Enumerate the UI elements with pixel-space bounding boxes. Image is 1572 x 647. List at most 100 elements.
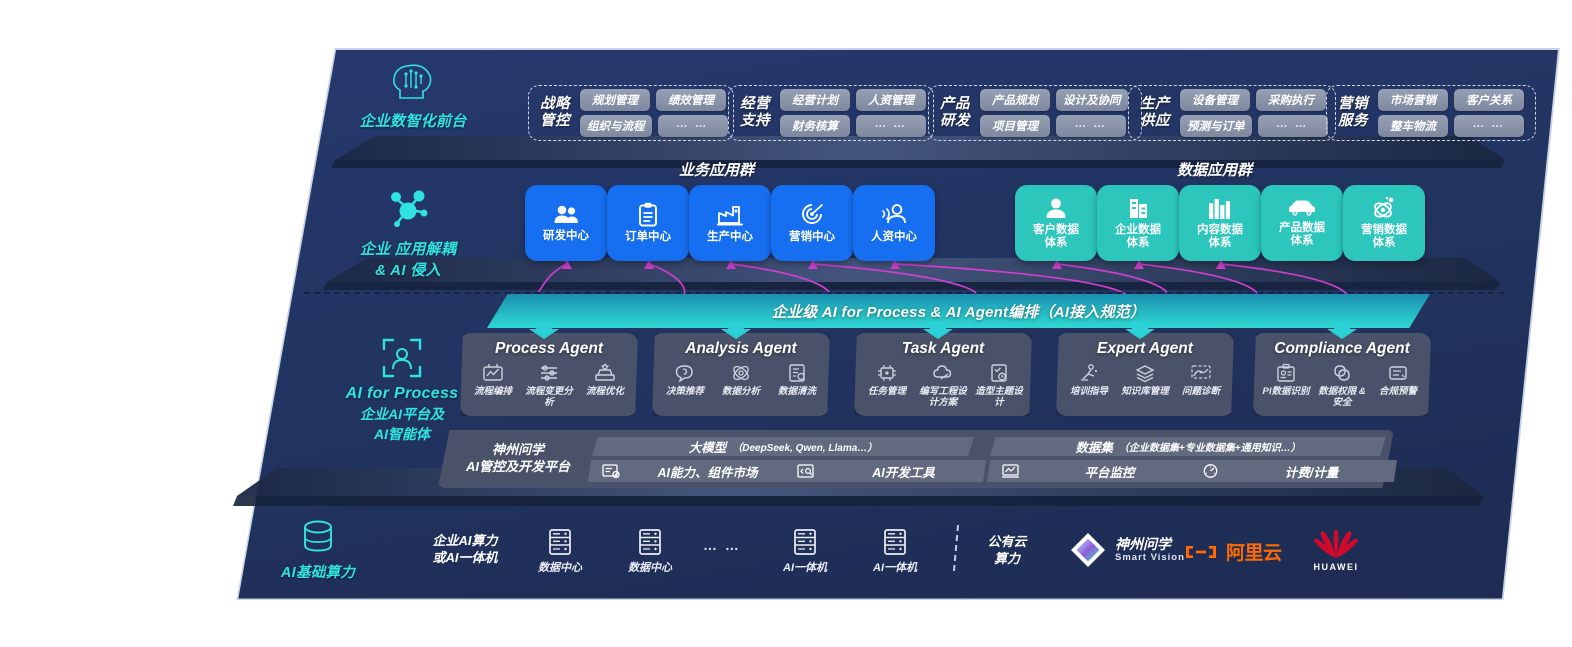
agent-feature[interactable]: 任务管理 [859, 363, 915, 397]
domain-chip[interactable]: 市场营销 [1378, 89, 1448, 111]
app-card-label: 人资中心 [871, 230, 917, 243]
ai-orchestration-band[interactable]: 企业级 AI for Process & AI Agent编排（AI接入规范） [487, 294, 1430, 328]
app-card-order-center[interactable]: 订单中心 [607, 185, 689, 261]
compute-node-dc-2[interactable]: 数据中心 [617, 528, 683, 575]
ai-market-label: AI能力、组件市场 [657, 465, 758, 480]
compute-node-ai-2[interactable]: AI一体机 [862, 528, 928, 575]
rail-label: AI for Process [345, 385, 459, 402]
rail-sublabel: & AI 侵入 [375, 262, 441, 279]
data-card-customer[interactable]: 客户数据 体系 [1015, 185, 1097, 261]
domain-chip[interactable]: 财务核算 [780, 115, 850, 137]
domain-chip[interactable]: 预测与订单 [1180, 115, 1252, 137]
layer-separator-1 [331, 136, 1505, 168]
ai-orchestration-label: 企业级 AI for Process & AI Agent编排（AI接入规范） [771, 303, 1146, 321]
domain-chip-more[interactable]: … … [856, 115, 926, 137]
domain-chip[interactable]: 整车物流 [1378, 115, 1448, 137]
person-wave-icon [882, 203, 906, 223]
agent-card-task[interactable]: Task Agent 任务管理 编写工程设计方案 [854, 333, 1032, 416]
platform-llm-bar[interactable]: 大模型 （DeepSeek, Qwen, Llama…） [592, 437, 974, 456]
agent-feature[interactable]: 问题诊断 [1173, 363, 1229, 397]
domain-chip[interactable]: 设计及协同 [1056, 89, 1128, 111]
domain-chip[interactable]: 经营计划 [780, 89, 850, 111]
domain-chip[interactable]: 采购执行 [1256, 89, 1326, 111]
agent-title: Task Agent [901, 340, 985, 357]
platform-devtool-bar[interactable]: AI开发工具 [782, 460, 986, 482]
agent-feature[interactable]: 数据分析 [713, 363, 769, 397]
data-card-label: 产品数据 体系 [1279, 222, 1325, 247]
agent-feature[interactable]: 培训指导 [1061, 363, 1117, 397]
data-card-product[interactable]: 产品数据 体系 [1261, 185, 1343, 261]
app-card-label: 订单中心 [625, 231, 671, 243]
domain-group-name: 营销 服务 [1338, 96, 1368, 129]
domain-group-operations[interactable]: 经营 支持 经营计划 人资管理 财务核算 … … [728, 85, 934, 141]
domain-chip[interactable]: 项目管理 [980, 115, 1050, 137]
vendor-huawei[interactable]: HUAWEI [1310, 528, 1362, 572]
vendor-alibaba-cloud[interactable]: 阿里云 [1183, 538, 1282, 565]
agent-feature[interactable]: 数据权限 & 安全 [1314, 363, 1370, 408]
domain-chip[interactable]: 客户关系 [1454, 89, 1524, 111]
agent-feature[interactable]: 决策推荐 [657, 363, 713, 397]
agent-feature[interactable]: 合规预警 [1370, 363, 1426, 397]
domain-chip[interactable]: 产品规划 [980, 89, 1050, 111]
compute-node-dc-1[interactable]: 数据中心 [527, 528, 593, 575]
compute-node-ai-1[interactable]: AI一体机 [772, 528, 838, 575]
app-card-hr-center[interactable]: 人资中心 [853, 185, 935, 261]
platform-ai-market-bar[interactable]: AI能力、组件市场 [588, 460, 788, 482]
monitor-label: 平台监控 [1084, 465, 1135, 480]
smartvision-logo [1071, 533, 1105, 567]
app-card-production-center[interactable]: 生产中心 [689, 185, 771, 261]
domain-chip-more[interactable]: … … [1257, 115, 1328, 137]
domain-chip-more[interactable]: … … [1056, 115, 1126, 137]
domain-chip[interactable]: 绩效管理 [656, 89, 726, 111]
app-card-rd-center[interactable]: 研发中心 [525, 185, 607, 261]
agent-feature[interactable]: 流程优化 [577, 363, 633, 397]
cloud-pen-icon [933, 365, 952, 380]
platform-dataset-bar[interactable]: 数据集 （企业数据集+专业数据集+通用知识…） [990, 437, 1386, 456]
agent-feature[interactable]: 编写工程设计方案 [915, 363, 971, 408]
domain-chip-more[interactable]: … … [1454, 115, 1524, 137]
alert-doc-icon [1389, 366, 1407, 380]
gear-stack-icon [595, 363, 615, 381]
domain-group-production-supply[interactable]: 生产 供应 设备管理 采购执行 预测与订单 … … [1128, 85, 1336, 141]
domain-chip[interactable]: 人资管理 [856, 89, 926, 111]
domain-chip[interactable]: 设备管理 [1180, 89, 1250, 111]
agent-card-process[interactable]: Process Agent 流程编排 流程变更分析 [460, 333, 638, 416]
data-card-enterprise[interactable]: 企业数据 体系 [1097, 185, 1179, 261]
rail-label: AI基础算力 [280, 565, 356, 581]
domain-group-strategy[interactable]: 战略 管控 规划管理 绩效管理 组织与流程 … … [528, 85, 734, 141]
agent-feature[interactable]: 流程变更分析 [521, 363, 577, 408]
data-card-label: 客户数据 体系 [1033, 223, 1079, 249]
platform-brand: 神州问学 AI管控及开发平台 [465, 442, 570, 474]
llm-sublabel: （DeepSeek, Qwen, Llama…） [732, 443, 878, 454]
diagnose-icon [1191, 365, 1211, 379]
domain-chip[interactable]: 组织与流程 [580, 115, 652, 137]
agent-card-compliance[interactable]: Compliance Agent PI数据识别 数据权限 & 安全 [1253, 333, 1431, 416]
vendor-smartvision[interactable]: 神州问学 Smart Vision [1068, 530, 1185, 570]
agent-card-analysis[interactable]: Analysis Agent 决策推荐 数据分析 [652, 333, 830, 416]
compute-node-label: AI一体机 [783, 562, 827, 574]
business-apps-title: 业务应用群 [679, 162, 755, 179]
agent-feature[interactable]: 数据清洗 [769, 363, 825, 397]
rail-ai-for-process: AI for Process 企业AI平台及 AI智能体 [307, 336, 497, 444]
server-icon [794, 529, 816, 555]
platform-billing-bar[interactable]: 计费/计量 [1187, 460, 1397, 482]
compute-node-label: 数据中心 [628, 562, 672, 574]
domain-group-marketing-service[interactable]: 营销 服务 市场营销 客户关系 整车物流 … … [1326, 85, 1536, 141]
agent-feature[interactable]: 流程编排 [465, 363, 521, 397]
agent-card-expert[interactable]: Expert Agent 培训指导 知识库管理 [1056, 333, 1234, 416]
data-card-marketing[interactable]: 营销数据 体系 [1343, 185, 1425, 261]
data-card-content[interactable]: 内容数据 体系 [1179, 185, 1261, 261]
domain-group-product-rd[interactable]: 产品 研发 产品规划 设计及协同 项目管理 … … [928, 85, 1142, 141]
app-card-marketing-center[interactable]: 营销中心 [771, 185, 853, 261]
devtool-label: AI开发工具 [872, 465, 935, 480]
agent-feature[interactable]: PI数据识别 [1258, 363, 1314, 397]
rail-enterprise-frontend: 企业数智化前台 [333, 62, 493, 131]
building-icon [1129, 198, 1147, 218]
domain-chip[interactable]: 规划管理 [580, 89, 650, 111]
domain-chip-more[interactable]: … … [657, 115, 728, 137]
rail-label: 企业 应用解耦 [359, 241, 457, 258]
agent-feature[interactable]: 知识库管理 [1117, 363, 1173, 397]
agent-feature[interactable]: 造型主题设计 [971, 363, 1027, 408]
platform-monitor-bar[interactable]: 平台监控 [987, 460, 1193, 482]
